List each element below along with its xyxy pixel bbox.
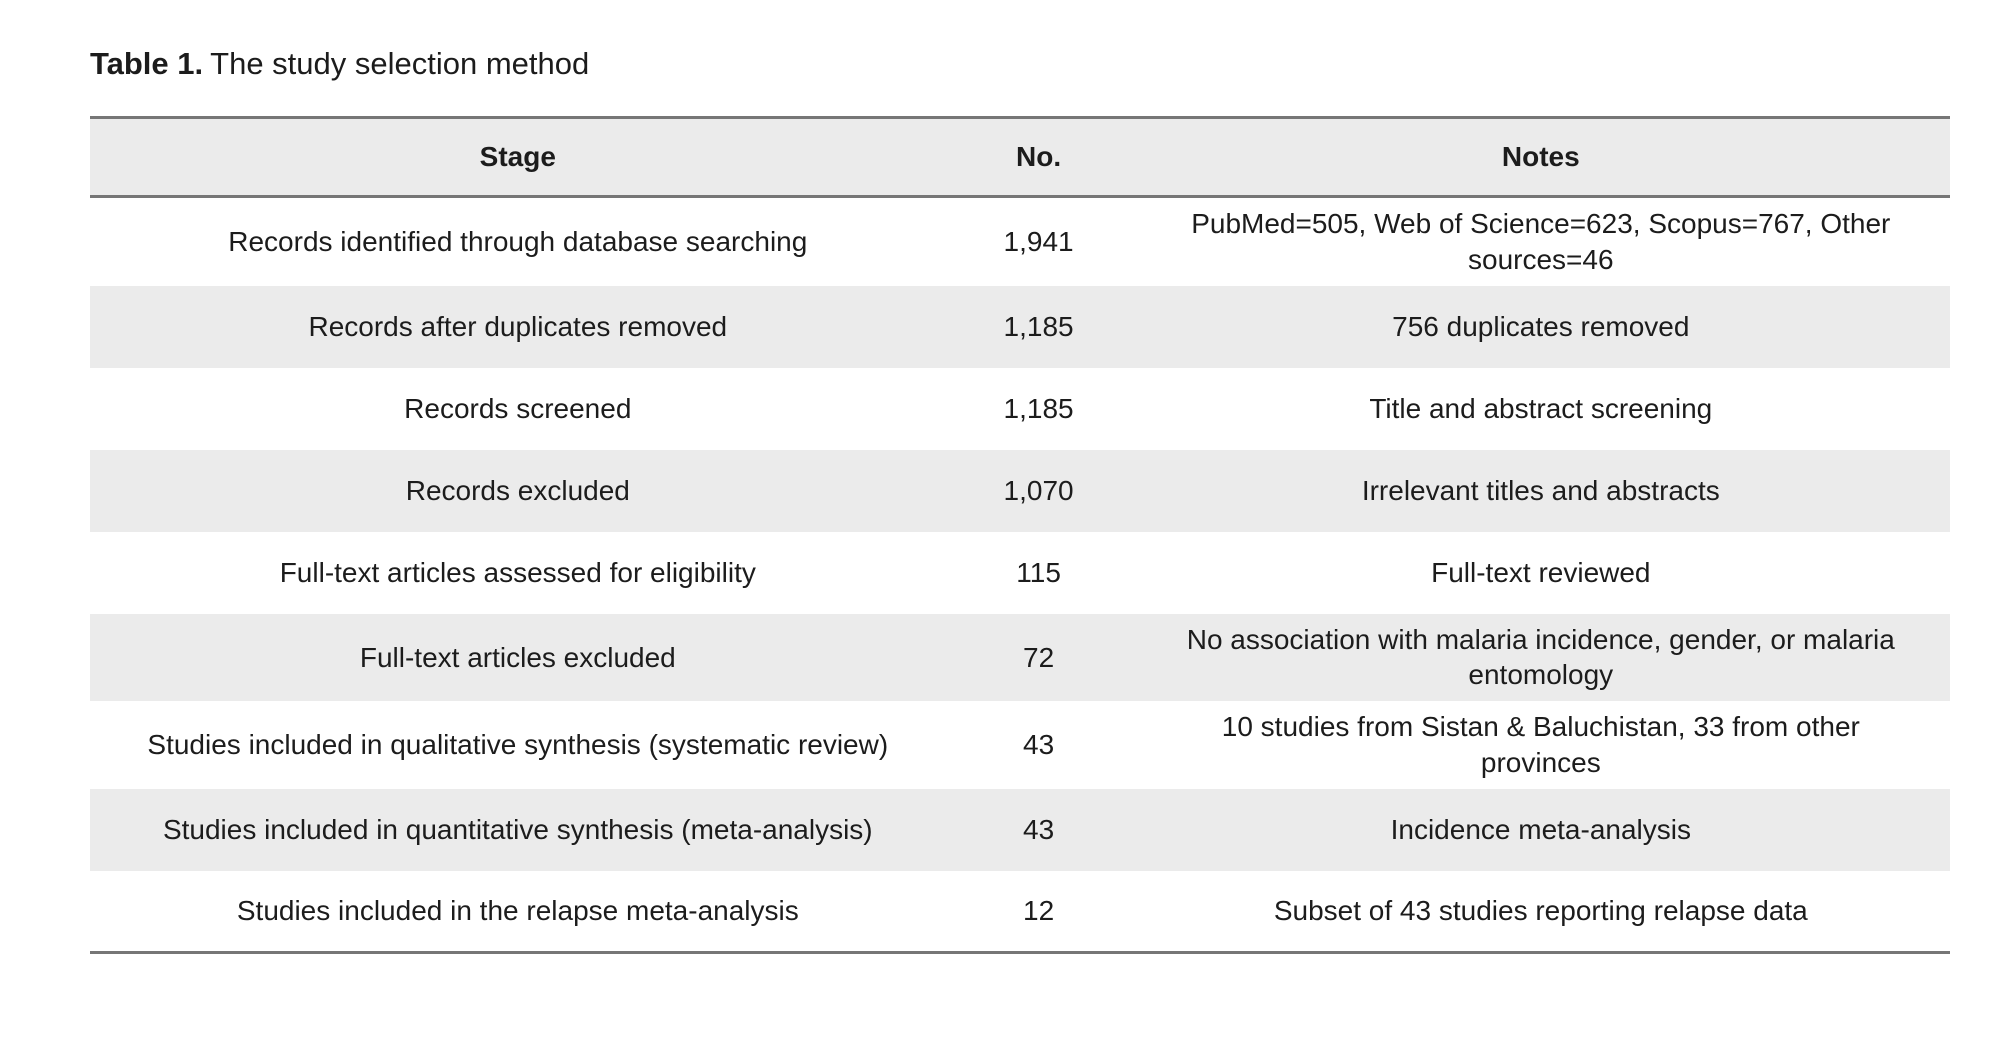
column-header-no: No. bbox=[945, 116, 1132, 198]
table-row: Studies included in quantitative synthes… bbox=[90, 788, 1950, 871]
column-header-notes: Notes bbox=[1131, 116, 1950, 198]
table-row: Studies included in the relapse meta-ana… bbox=[90, 870, 1950, 955]
no-cell: 43 bbox=[1023, 729, 1055, 761]
table-row: Full-text articles assessed for eligibil… bbox=[90, 531, 1950, 614]
stage-cell: Studies included in quantitative synthes… bbox=[162, 814, 873, 846]
stage-cell: Full-text articles assessed for eligibil… bbox=[279, 556, 756, 588]
no-cell: 1,185 bbox=[1003, 310, 1074, 342]
stage-cell: Records identified through database sear… bbox=[228, 225, 808, 257]
stage-cell: Studies included in qualitative synthesi… bbox=[147, 729, 889, 761]
notes-cell: PubMed=505, Web of Science=623, Scopus=7… bbox=[1191, 208, 1891, 275]
stage-cell: Full-text articles excluded bbox=[359, 641, 676, 673]
no-cell: 1,941 bbox=[1003, 225, 1074, 257]
notes-cell: 10 studies from Sistan & Baluchistan, 33… bbox=[1221, 711, 1860, 779]
notes-cell: 756 duplicates removed bbox=[1392, 310, 1690, 342]
column-header-stage: Stage bbox=[90, 116, 946, 198]
no-cell: 72 bbox=[1023, 641, 1055, 673]
table-row: Studies included in qualitative synthesi… bbox=[90, 701, 1950, 789]
notes-cell: Full-text reviewed bbox=[1431, 556, 1651, 588]
no-cell: 1,185 bbox=[1003, 392, 1074, 424]
no-cell: 1,070 bbox=[1003, 474, 1074, 506]
table-row: Records identified through database sear… bbox=[90, 196, 1950, 286]
stage-cell: Studies included in the relapse meta-ana… bbox=[90, 870, 946, 955]
notes-cell: Subset of 43 studies reporting relapse d… bbox=[1131, 870, 1950, 955]
stage-cell: Records after duplicates removed bbox=[308, 310, 728, 342]
table-row: Records excluded 1,070 Irrelevant titles… bbox=[90, 449, 1950, 532]
table-row: Full-text articles excluded 72 No associ… bbox=[90, 613, 1950, 702]
table-caption-text: The study selection method bbox=[210, 46, 590, 81]
notes-cell: Title and abstract screening bbox=[1369, 392, 1713, 424]
notes-cell: No association with malaria incidence, g… bbox=[1186, 623, 1895, 691]
study-selection-table: Stage No. Notes Records identified throu… bbox=[90, 116, 1950, 955]
no-cell: 12 bbox=[945, 870, 1132, 955]
notes-cell: Irrelevant titles and abstracts bbox=[1361, 474, 1720, 506]
stage-cell: Records excluded bbox=[405, 474, 630, 506]
header-row: Stage No. Notes bbox=[90, 116, 1950, 198]
table-caption-label: Table 1. bbox=[90, 46, 204, 81]
table-caption: Table 1. The study selection method bbox=[90, 44, 2000, 84]
no-cell: 43 bbox=[1023, 814, 1055, 846]
page: Table 1. The study selection method Stage… bbox=[0, 44, 2000, 955]
notes-cell: Incidence meta-analysis bbox=[1390, 814, 1691, 846]
stage-cell: Records screened bbox=[404, 392, 632, 424]
table-row: Records screened 1,185 Title and abstrac… bbox=[90, 367, 1950, 450]
no-cell: 115 bbox=[1016, 556, 1061, 588]
table-row: Records after duplicates removed 1,185 7… bbox=[90, 285, 1950, 368]
